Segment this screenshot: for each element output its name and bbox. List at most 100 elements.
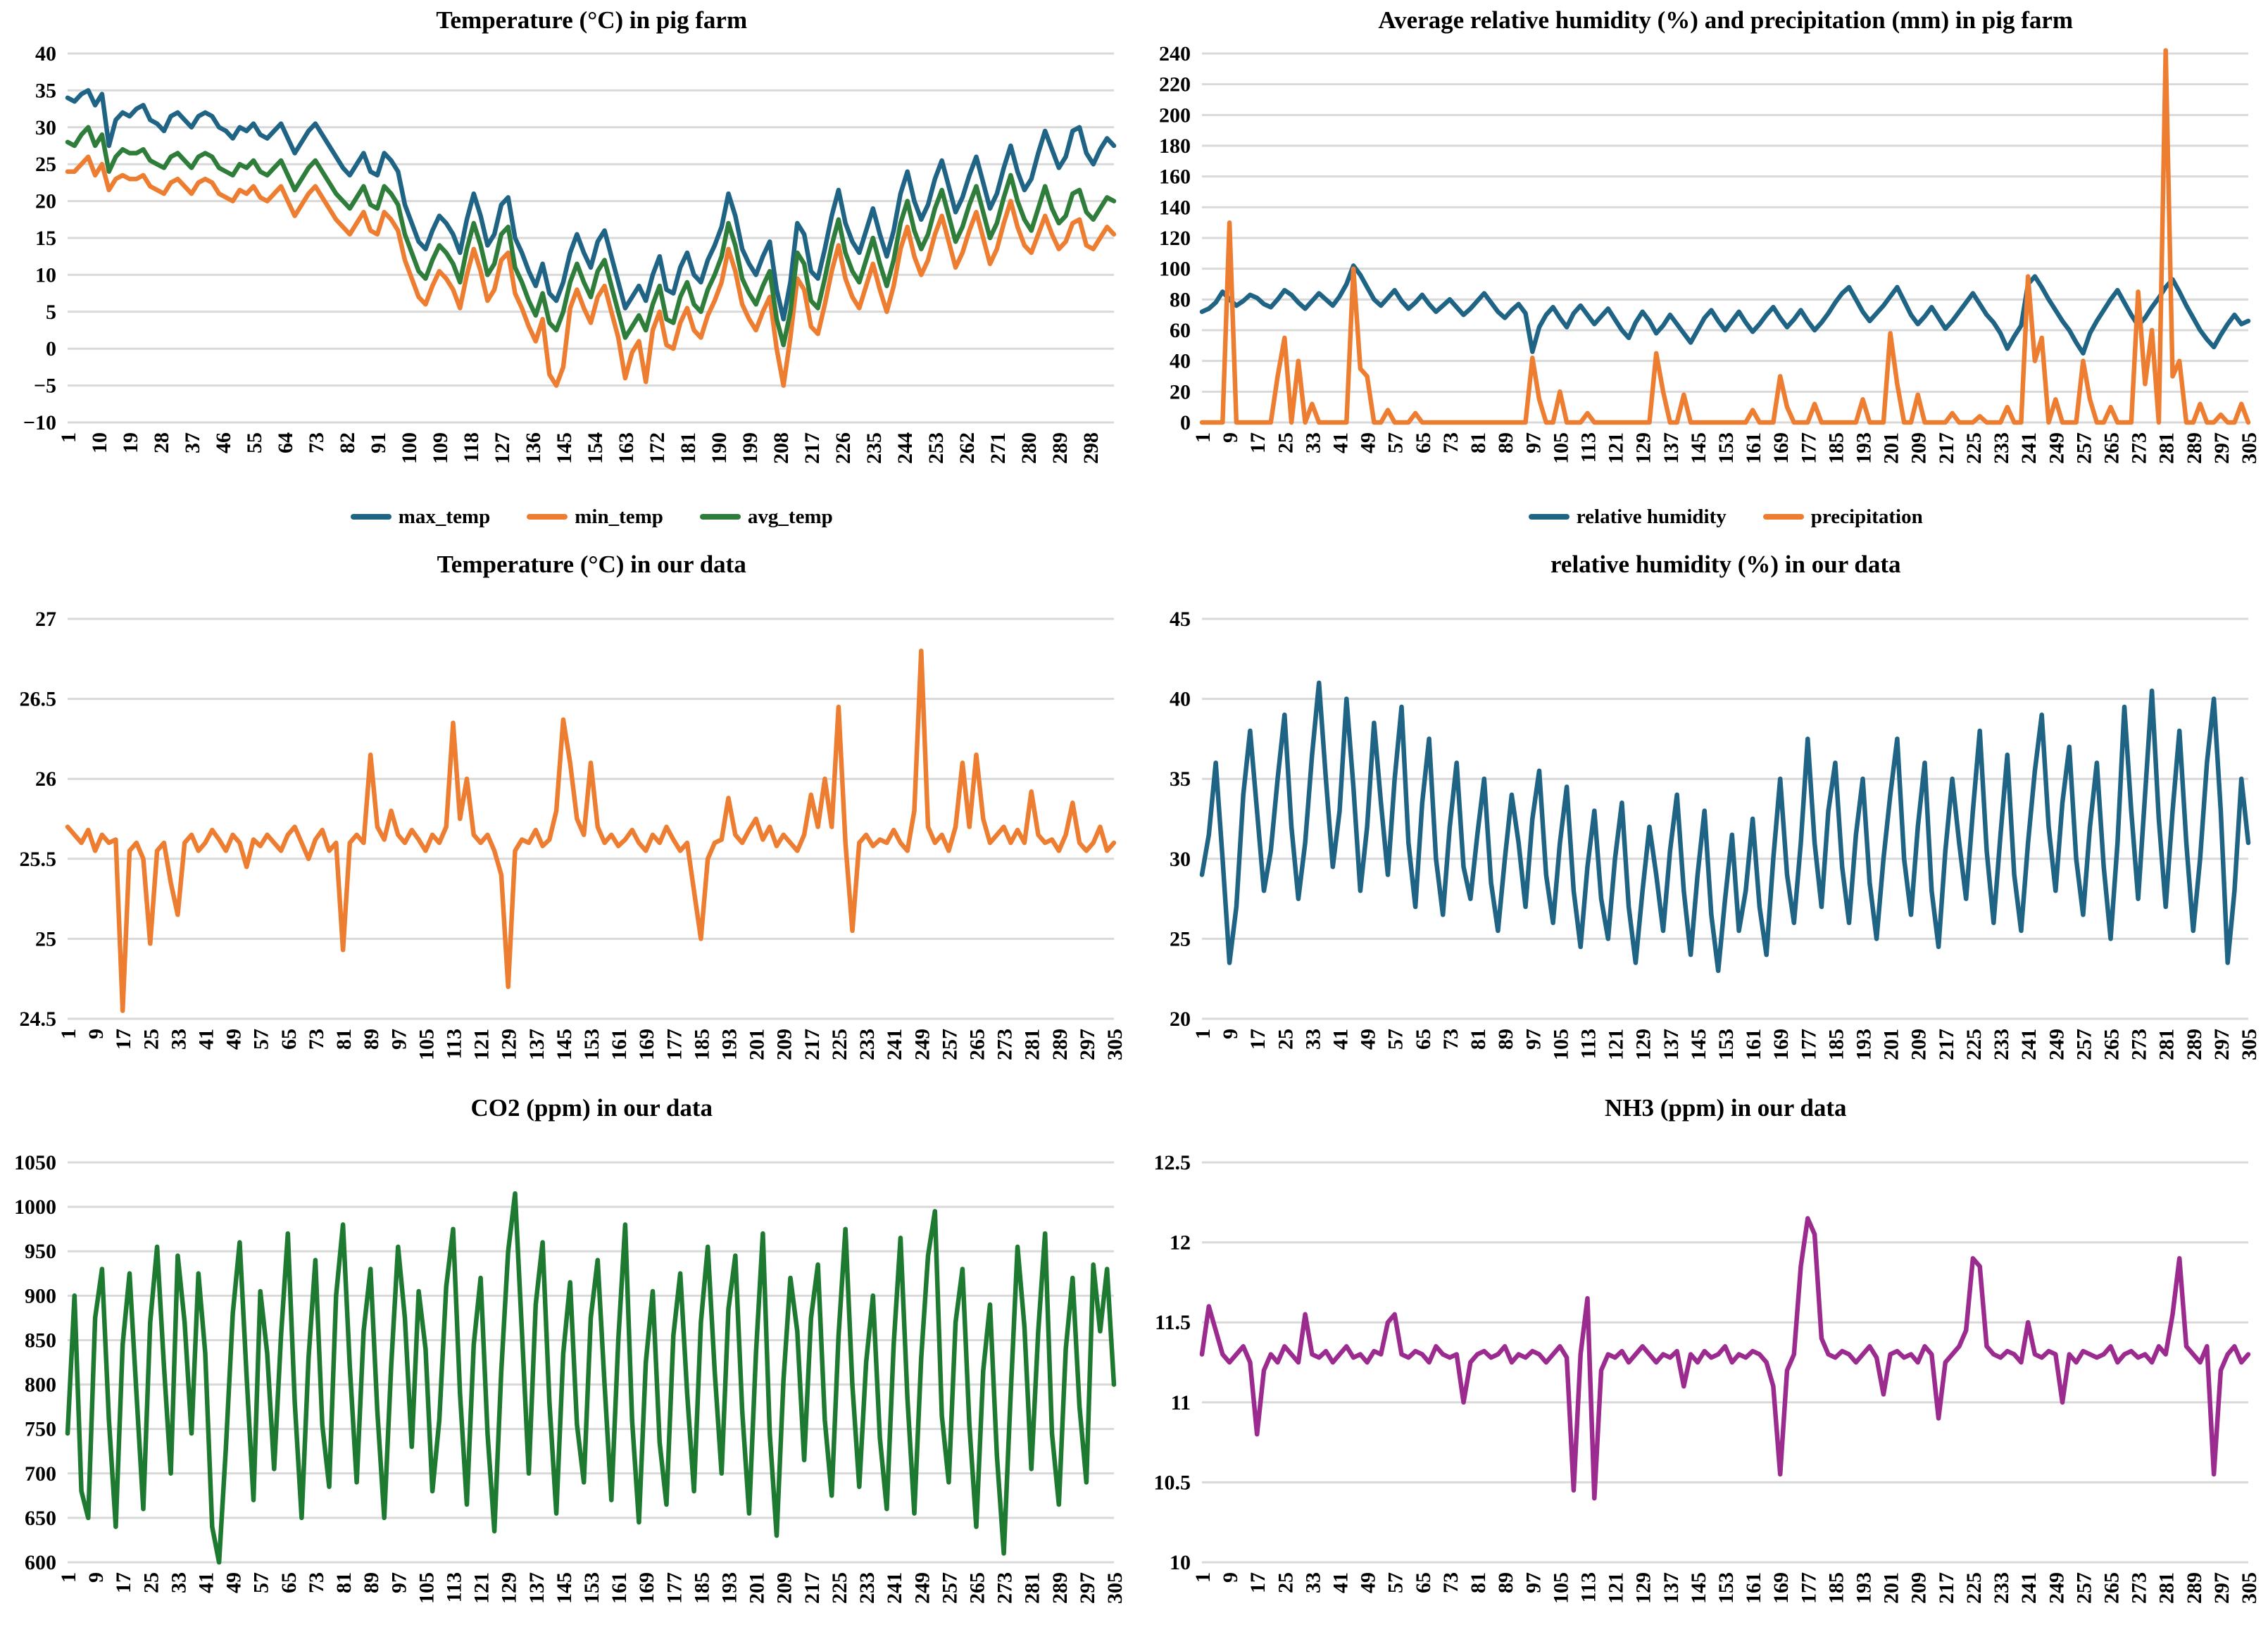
x-axis-tick-label: 153	[1715, 432, 1738, 464]
x-axis-tick-label: 49	[223, 1029, 246, 1050]
chart-panel-temperature-pig-farm: Temperature (°C) in pig farm 40 35 30 25 20 15…	[0, 0, 1134, 544]
x-axis-tick-label: 273	[994, 1572, 1017, 1604]
x-axis-tick-label: 253	[925, 432, 948, 464]
y-axis-tick-label: 220	[1159, 73, 1191, 96]
x-axis-tick-label: 97	[1522, 1572, 1545, 1593]
precipitation-series-line	[1199, 48, 2250, 425]
x-axis-tick-label: 249	[2045, 1029, 2068, 1060]
chart-panel-nh3-our-data: NH3 (ppm) in our data 12.5 12 11.5 11 10.5 10 1…	[1134, 1088, 2268, 1632]
x-axis-tick-label: 172	[646, 432, 669, 464]
x-axis-tick-label: 249	[2045, 432, 2068, 464]
x-axis-tick-label: 64	[274, 432, 297, 453]
x-axis-tick-label: 271	[986, 432, 1010, 464]
x-axis-tick-label: 129	[498, 1029, 521, 1060]
legend-item-relative-humidity: relative humidity	[1528, 506, 1727, 529]
x-axis-tick-label: 289	[1048, 1572, 1072, 1604]
legend-line-swatch	[350, 514, 391, 520]
y-axis-tick-label: 24.5	[20, 1008, 57, 1031]
chart-legend: max_temp min_temp avg_temp	[0, 490, 1134, 544]
x-axis-tick-label: 233	[856, 1572, 879, 1604]
x-axis-tick-label: 225	[1962, 1572, 1985, 1604]
x-axis-tick-label: 289	[2182, 1029, 2205, 1060]
y-axis-tick-label: 30	[1170, 847, 1191, 870]
x-axis-tick-label: 65	[277, 1029, 301, 1050]
min_temp-series-line	[65, 154, 1117, 388]
x-axis-tick-label: 241	[2017, 432, 2041, 464]
x-axis-tick-label: 208	[770, 432, 793, 464]
y-axis-tick-label: 20	[35, 190, 56, 213]
y-axis-tick-label: 35	[1170, 767, 1191, 791]
y-axis-tick-label: 0	[46, 337, 56, 360]
x-axis-tick-label: 145	[1686, 1572, 1710, 1604]
x-axis-tick-label: 201	[1879, 1029, 1903, 1060]
y-axis-tick-label: 40	[1170, 687, 1191, 710]
y-axis-tick-label: 750	[25, 1418, 56, 1441]
x-axis-tick-label: 73	[305, 432, 328, 453]
x-axis-tick-label: 249	[910, 1029, 934, 1060]
x-axis-tick-label: 57	[1384, 1029, 1407, 1050]
x-axis-tick-label: 105	[1549, 432, 1572, 464]
x-axis-tick-label: 129	[498, 1572, 521, 1604]
x-axis-tick-label: 226	[832, 432, 855, 464]
x-axis-tick-label: 49	[1356, 1572, 1379, 1593]
x-axis-tick-label: 82	[336, 432, 359, 453]
x-axis-tick-label: 209	[1907, 1029, 1930, 1060]
chart-panel-humidity-precipitation-pig-farm: Average relative humidity (%) and precip…	[1134, 0, 2268, 544]
x-axis-tick-label: 169	[635, 1029, 658, 1060]
x-axis-tick-label: 249	[910, 1572, 934, 1604]
x-axis-tick-label: 297	[1076, 1029, 1099, 1060]
chart-panel-humidity-our-data: relative humidity (%) in our data 45 40 35 3…	[1134, 544, 2268, 1088]
y-axis-tick-label: 950	[25, 1241, 56, 1264]
x-axis-tick-label: 97	[387, 1029, 411, 1050]
chart-title: Temperature (°C) in pig farm	[436, 6, 748, 34]
x-axis-tick-label: 225	[1962, 1029, 1985, 1060]
chart-title: CO2 (ppm) in our data	[470, 1094, 713, 1122]
x-axis-tick-label: 257	[938, 1029, 961, 1060]
chart-title: NH3 (ppm) in our data	[1604, 1094, 1847, 1122]
legend-item-max_temp: max_temp	[350, 505, 491, 529]
x-axis-tick-label: 161	[1742, 1029, 1765, 1060]
x-axis-tick-label: 241	[2017, 1572, 2041, 1604]
x-axis-tick-label: 17	[1246, 432, 1270, 453]
y-axis-tick-label: 27	[35, 608, 56, 631]
y-axis-tick-label: 80	[1170, 288, 1191, 311]
x-axis-tick-label: 25	[139, 1029, 163, 1050]
chart-title: Average relative humidity (%) and precip…	[1378, 6, 2074, 34]
legend-line-swatch	[1528, 514, 1570, 520]
x-axis-tick-label: 118	[460, 432, 483, 463]
x-axis-tick-label: 121	[470, 1029, 494, 1060]
x-axis-tick-label: 136	[522, 432, 545, 464]
x-axis-tick-label: 281	[1021, 1029, 1044, 1060]
x-axis-tick-label: 265	[2100, 1029, 2123, 1060]
x-axis-tick-label: 185	[1824, 1572, 1848, 1604]
x-axis-tick-label: 37	[181, 432, 204, 453]
x-axis-tick-label: 97	[1522, 1029, 1545, 1050]
x-axis-tick-label: 305	[2238, 432, 2261, 464]
x-axis-tick-label: 9	[84, 1572, 108, 1583]
CO2-series-line	[65, 1191, 1117, 1565]
x-axis-tick-label: 65	[1411, 1572, 1434, 1593]
x-axis-tick-label: 233	[1990, 1572, 2013, 1604]
x-axis-tick-label: 89	[1494, 1029, 1517, 1050]
legend-label: max_temp	[398, 505, 491, 528]
x-axis-tick-label: 127	[491, 432, 514, 464]
temperature-series-line	[65, 648, 1117, 1013]
x-axis-tick-label: 97	[387, 1572, 411, 1593]
y-axis-tick-label: 800	[25, 1374, 56, 1397]
x-axis-tick-label: 89	[360, 1029, 383, 1050]
x-axis-tick-label: 100	[398, 432, 421, 464]
x-axis-tick-label: 201	[746, 1572, 769, 1604]
y-axis-tick-label: 60	[1170, 319, 1191, 342]
y-axis-tick-label: 1000	[14, 1195, 56, 1219]
x-axis-tick-label: 298	[1079, 432, 1103, 464]
y-axis-tick-label: 26.5	[20, 687, 57, 710]
legend-label: min_temp	[575, 505, 663, 528]
x-axis-tick-label: 177	[663, 1572, 686, 1604]
y-axis-tick-label: 140	[1159, 196, 1191, 219]
y-axis-tick-label: 15	[35, 227, 56, 250]
x-axis-tick-label: 305	[1103, 1572, 1127, 1604]
x-axis-tick-label: 109	[429, 432, 452, 464]
x-axis-tick-label: 305	[1103, 1029, 1127, 1060]
